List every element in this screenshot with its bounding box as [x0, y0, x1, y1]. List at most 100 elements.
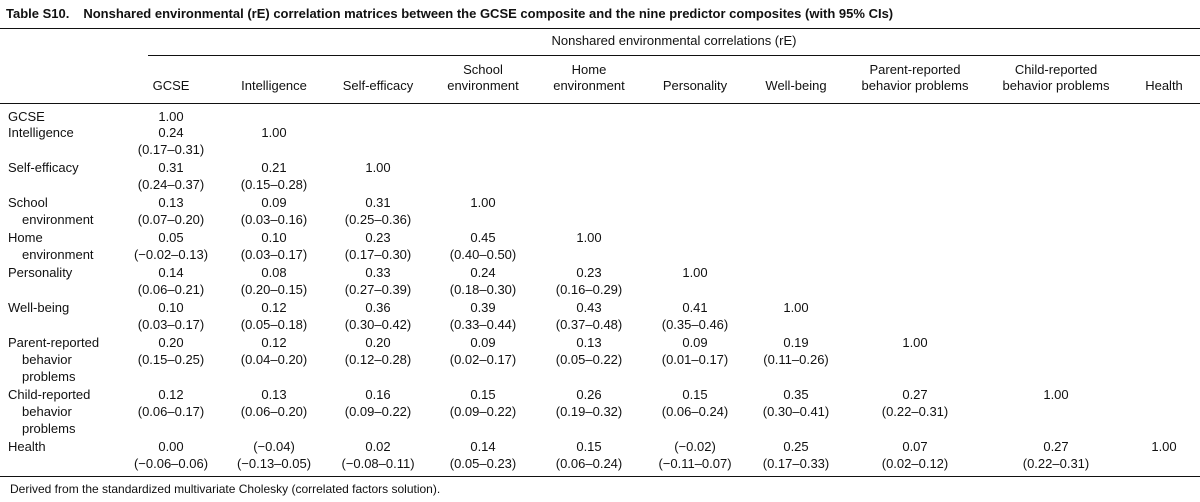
table-cell: 0.10 (0.03–0.17) [101, 299, 241, 333]
table-cell: 1.00 [625, 264, 765, 281]
cell-value: 1.00 [158, 109, 184, 124]
cell-value: 1.00 [576, 230, 602, 245]
cell-ci: (0.05–0.18) [240, 317, 308, 332]
cell-value: (−0.02) [674, 439, 716, 454]
table-cell: 0.14 (0.06–0.21) [101, 264, 241, 298]
row-label: Self-efficacy [8, 159, 79, 176]
cell-value: 0.26 [576, 387, 602, 402]
table-cell: 1.00 [204, 124, 344, 141]
table-title: Table S10. Nonshared environmental (rE) c… [6, 6, 893, 21]
column-header: Personality [625, 78, 765, 94]
table-cell: 0.20 (0.15–0.25) [101, 334, 241, 368]
cell-value: 0.07 [902, 439, 928, 454]
column-header-line: Intelligence [241, 78, 307, 93]
column-header: Intelligence [204, 78, 344, 94]
cell-value: 0.12 [158, 387, 184, 402]
column-header-line: behavior problems [1002, 78, 1110, 93]
cell-value: 0.21 [261, 160, 287, 175]
cell-value: 0.24 [158, 125, 184, 140]
table-cell: 0.12 (0.05–0.18) [204, 299, 344, 333]
cell-ci: (−0.06–0.06) [133, 456, 209, 471]
cell-value: 0.31 [158, 160, 184, 175]
cell-value: 1.00 [470, 195, 496, 210]
cell-ci: (−0.02–0.13) [133, 247, 209, 262]
column-header-line: Child-reported [1014, 62, 1098, 77]
cell-value: 0.27 [902, 387, 928, 402]
table-cell: 0.35 (0.30–0.41) [726, 386, 866, 420]
cell-value: 0.31 [365, 195, 391, 210]
table-cell: 1.00 [101, 108, 241, 125]
row-label: Parent-reported behavior problems [8, 334, 99, 385]
column-header: School environment [413, 62, 553, 94]
table-cell: 0.09 (0.01–0.17) [625, 334, 765, 368]
row-label-line: problems [22, 421, 76, 436]
cell-value: 0.05 [158, 230, 184, 245]
column-header: Parent-reported behavior problems [845, 62, 985, 94]
cell-ci: (0.27–0.39) [344, 282, 412, 297]
column-header: Self-efficacy [308, 78, 448, 94]
row-label-line: environment [22, 212, 94, 227]
column-header-line: Well-being [765, 78, 827, 93]
cell-ci: (0.22–0.31) [1022, 456, 1090, 471]
cell-ci: (0.09–0.22) [344, 404, 412, 419]
row-label-line: Self-efficacy [8, 160, 79, 175]
cell-value: 0.16 [365, 387, 391, 402]
table-cell: 0.31 (0.24–0.37) [101, 159, 241, 193]
cell-ci: (0.02–0.17) [449, 352, 517, 367]
table-cell: 0.09 (0.02–0.17) [413, 334, 553, 368]
cell-value: 0.15 [576, 439, 602, 454]
table-cell: (−0.02) (−0.11–0.07) [625, 438, 765, 472]
cell-value: 0.10 [158, 300, 184, 315]
table-cell: 0.45 (0.40–0.50) [413, 229, 553, 263]
cell-value: 0.09 [682, 335, 708, 350]
row-label: Health [8, 438, 46, 455]
table-cell: 0.27 (0.22–0.31) [986, 438, 1126, 472]
table-cell: 0.08 (0.20–0.15) [204, 264, 344, 298]
table-note: Derived from the standardized multivaria… [10, 482, 441, 496]
cell-ci: (0.04–0.20) [240, 352, 308, 367]
table-cell: 0.15 (0.06–0.24) [519, 438, 659, 472]
table-cell: 1.00 [845, 334, 985, 351]
column-header: GCSE [101, 78, 241, 94]
row-label: School environment [8, 194, 94, 228]
cell-value: 0.00 [158, 439, 184, 454]
cell-value: 0.23 [576, 265, 602, 280]
cell-value: 0.23 [365, 230, 391, 245]
cell-value: 0.20 [365, 335, 391, 350]
table-cell: 0.02 (−0.08–0.11) [308, 438, 448, 472]
cell-ci: (0.06–0.17) [137, 404, 205, 419]
table-cell: 0.07 (0.02–0.12) [845, 438, 985, 472]
cell-ci: (0.15–0.28) [240, 177, 308, 192]
row-label: Personality [8, 264, 72, 281]
cell-ci: (−0.11–0.07) [658, 456, 732, 471]
cell-value: 0.24 [470, 265, 496, 280]
table-cell: 0.24 (0.18–0.30) [413, 264, 553, 298]
column-header-line: behavior problems [861, 78, 969, 93]
cell-value: 0.02 [365, 439, 391, 454]
cell-ci: (0.12–0.28) [344, 352, 412, 367]
cell-ci: (0.17–0.30) [344, 247, 412, 262]
cell-value: (−0.04) [253, 439, 295, 454]
column-header-line: environment [447, 78, 519, 93]
table-cell: 0.41 (0.35–0.46) [625, 299, 765, 333]
row-label: Child-reported behavior problems [8, 386, 90, 437]
cell-value: 1.00 [783, 300, 809, 315]
cell-ci: (0.05–0.23) [449, 456, 517, 471]
cell-ci: (0.25–0.36) [344, 212, 412, 227]
cell-value: 0.14 [158, 265, 184, 280]
cell-ci: (0.18–0.30) [449, 282, 517, 297]
top-rule [0, 28, 1200, 29]
cell-ci: (0.07–0.20) [137, 212, 205, 227]
table-cell: 1.00 [1094, 438, 1200, 455]
table-cell: 0.13 (0.05–0.22) [519, 334, 659, 368]
row-label-line: Home [8, 230, 43, 245]
cell-ci: (0.03–0.17) [240, 247, 308, 262]
column-header: Health [1094, 78, 1200, 94]
column-header-line: environment [553, 78, 625, 93]
table-cell: 0.23 (0.16–0.29) [519, 264, 659, 298]
row-label-line: problems [22, 369, 76, 384]
cell-ci: (0.03–0.16) [240, 212, 308, 227]
cell-ci: (0.06–0.24) [661, 404, 729, 419]
cell-ci: (−0.13–0.05) [236, 456, 312, 471]
cell-ci: (0.02–0.12) [881, 456, 949, 471]
